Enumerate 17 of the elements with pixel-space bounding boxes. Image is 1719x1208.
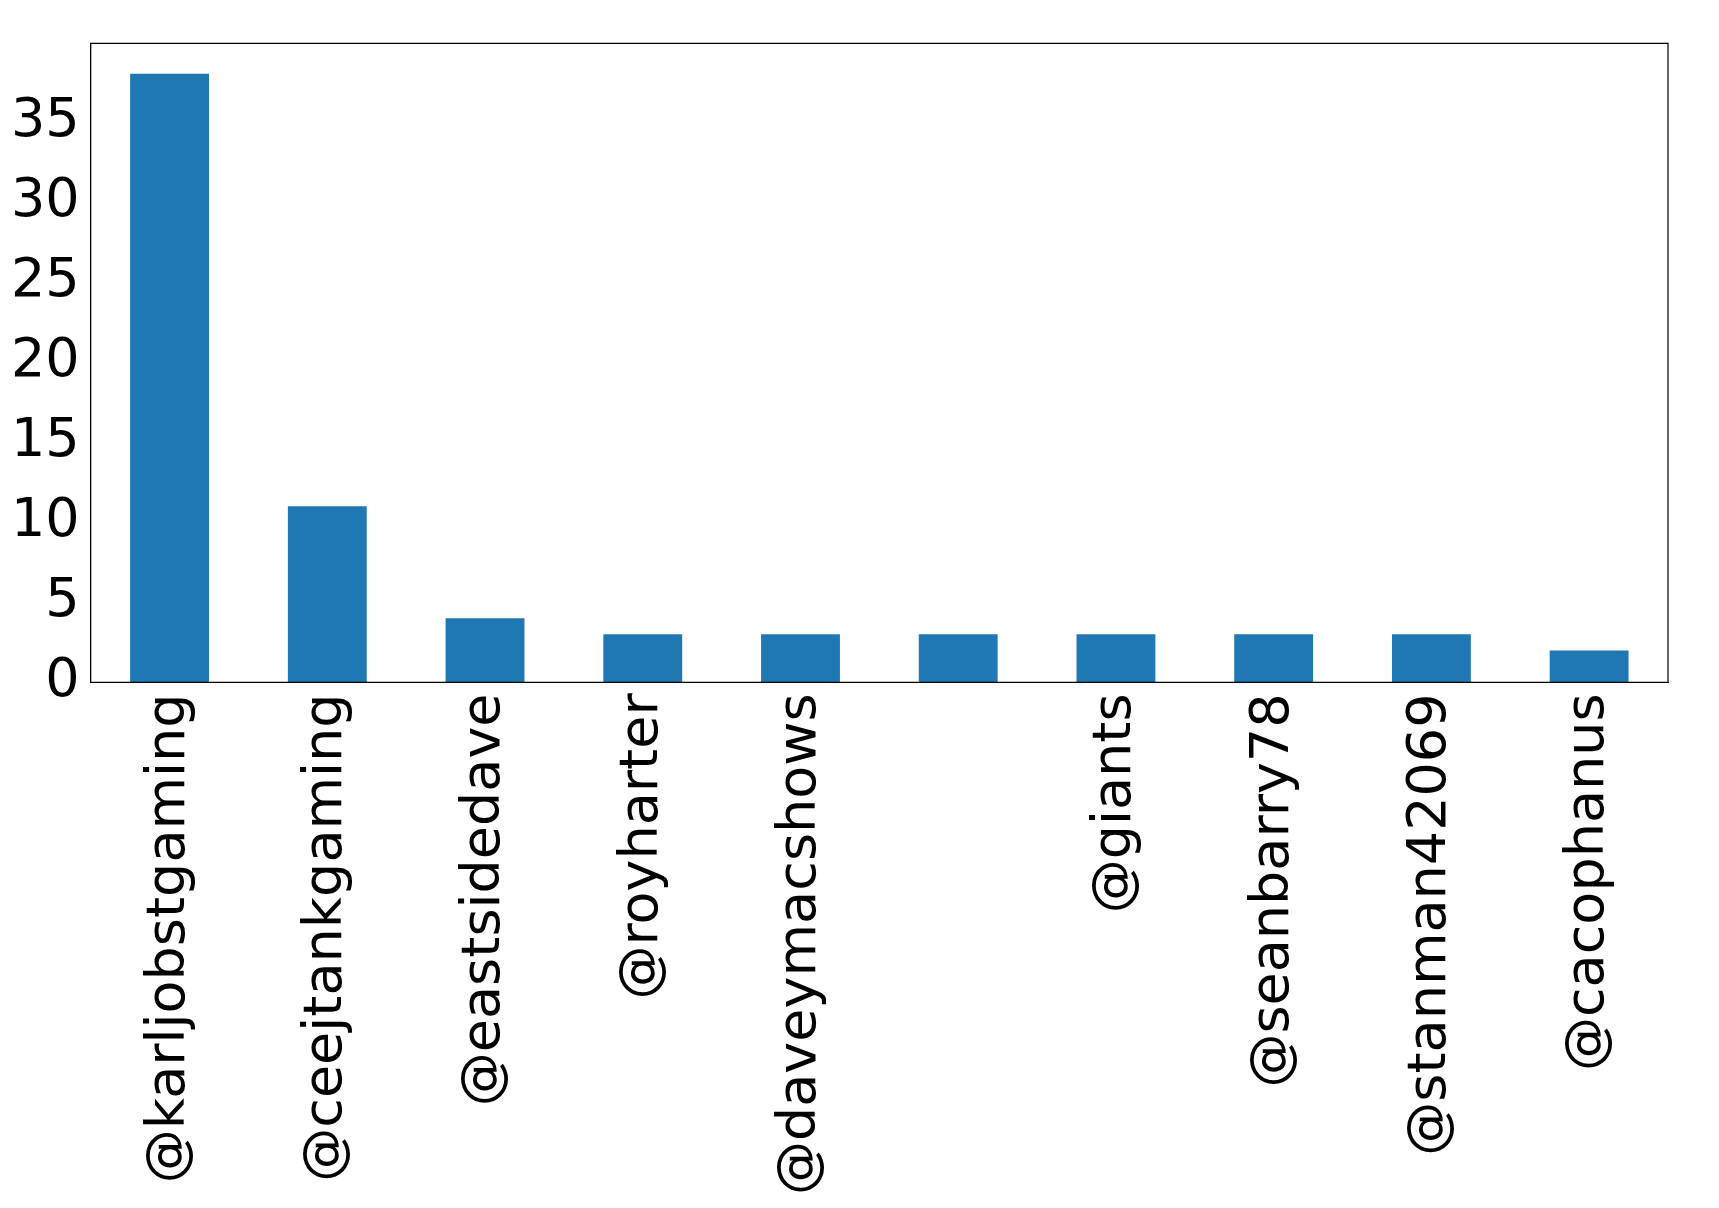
x-tick-label: @seanbarry78 <box>1237 693 1301 1088</box>
y-tick-label: 25 <box>10 246 80 310</box>
y-tick-label: 0 <box>45 646 80 710</box>
y-tick-label: 35 <box>10 85 80 149</box>
x-tick-label: @eastsidedave <box>449 693 513 1107</box>
x-tick-label: @cacophanus <box>1553 693 1617 1072</box>
x-tick-label: @karljobstgaming <box>133 693 197 1184</box>
y-tick-label: 5 <box>45 566 80 630</box>
x-tick-label: @stanman42069 <box>1395 693 1459 1156</box>
x-tick-label: @giants <box>1079 693 1143 914</box>
y-tick-label: 30 <box>10 165 80 229</box>
x-tick-label: @ceejtankgaming <box>291 693 355 1182</box>
y-tick-label: 20 <box>10 326 80 390</box>
y-tick-label: 15 <box>10 406 80 470</box>
y-tick-label: 10 <box>10 486 80 550</box>
x-tick-label: @daveymacshows <box>764 693 828 1196</box>
x-tick-label: @royharter <box>606 692 670 1000</box>
